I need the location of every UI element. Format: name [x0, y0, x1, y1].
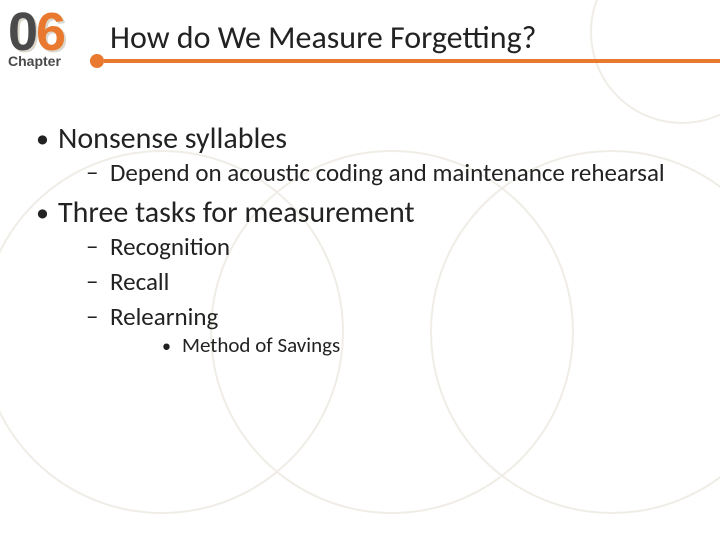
- bullet-text: Recall: [110, 266, 169, 297]
- bullet-lvl2: Recognition: [84, 231, 680, 262]
- chapter-number: 06: [8, 8, 64, 57]
- bullet-text: Relearning: [110, 301, 218, 332]
- underline-line: [104, 59, 720, 63]
- chapter-label: Chapter: [8, 53, 64, 69]
- underline-dot: [90, 54, 104, 68]
- title-area: How do We Measure Forgetting?: [110, 18, 680, 61]
- bullet-lvl1: Nonsense syllables Depend on acoustic co…: [30, 120, 680, 188]
- bullet-lvl2: Relearning Method of Savings: [84, 301, 680, 358]
- bullet-text: Three tasks for measurement: [58, 194, 415, 231]
- bullet-lvl2: Recall: [84, 266, 680, 297]
- bullet-text: Method of Savings: [182, 332, 340, 358]
- bullet-lvl3: Method of Savings: [160, 332, 680, 358]
- chapter-badge: 06 Chapter: [8, 8, 64, 69]
- bullet-lvl1: Three tasks for measurement Recognition …: [30, 194, 680, 358]
- bullet-lvl2: Depend on acoustic coding and maintenanc…: [84, 157, 680, 188]
- content-area: Nonsense syllables Depend on acoustic co…: [30, 120, 680, 364]
- bullet-text: Recognition: [110, 231, 230, 262]
- bullet-text: Depend on acoustic coding and maintenanc…: [110, 157, 665, 188]
- slide-title: How do We Measure Forgetting?: [110, 18, 680, 57]
- bullet-text: Nonsense syllables: [58, 120, 287, 157]
